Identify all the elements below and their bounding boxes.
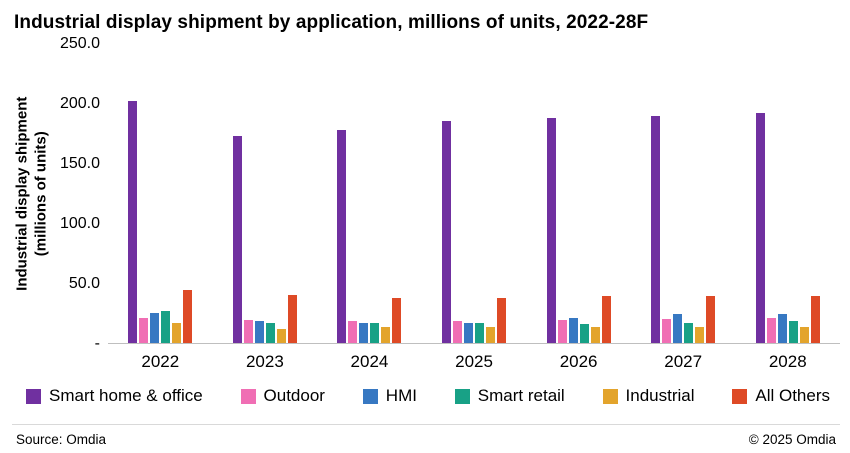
bar [579,323,589,343]
legend-swatch [732,388,748,404]
x-axis-label: 2022 [141,352,180,371]
legend-label: All Others [755,386,830,405]
bar [810,296,820,343]
bar [755,113,765,343]
legend-item: All Others [732,386,830,406]
legend-item: Outdoor [240,386,325,406]
bar [139,317,149,343]
bar-group [631,44,736,343]
bar [254,321,264,343]
plot-area [108,44,840,344]
bar [486,327,496,343]
bar [287,295,297,343]
bar [497,297,507,343]
bar [243,320,253,343]
bar [392,297,402,343]
bar [777,314,787,343]
legend-label: HMI [385,386,417,405]
bar [673,314,683,343]
bar-group [108,44,213,343]
bar [766,317,776,343]
bar [381,327,391,343]
legend-label: Outdoor [263,386,325,405]
bar [706,296,716,343]
legend: Smart home & office Outdoor HMI Smart retai… [12,372,840,416]
x-axis-labels: 2022 2023 2024 2025 2026 2027 2028 [108,344,840,372]
y-tick-label: 250.0 [59,35,100,52]
legend-swatch [240,388,256,404]
bar [453,321,463,343]
legend-swatch [362,388,378,404]
bar [799,327,809,343]
x-axis-label: 2028 [768,352,807,371]
legend-item: Smart home & office [26,386,203,406]
bar [464,322,474,343]
y-axis-label: Industrial display shipment (millions of… [12,44,52,344]
bar [150,313,160,343]
y-axis-label-text: Industrial display shipment (millions of… [13,97,51,291]
bar [161,310,171,343]
chart-body: Industrial display shipment (millions of… [12,35,840,352]
bar [183,290,193,343]
bar [232,136,242,343]
bar [662,319,672,343]
bar [568,317,578,343]
bar [557,320,567,343]
x-axis-label: 2023 [245,352,284,371]
x-axis-label: 2024 [350,352,389,371]
bar [684,322,694,343]
bar-group [317,44,422,343]
x-axis-label: 2025 [455,352,493,371]
copyright-note: © 2025 Omdia [748,432,836,447]
bar [788,321,798,343]
bar [695,327,705,343]
legend-label: Smart retail [477,386,565,405]
bar-group [526,44,631,343]
legend-swatch [602,388,618,404]
y-tick-label: 100.0 [59,215,100,232]
bar [276,328,286,343]
bar [337,130,347,343]
legend-item: HMI [362,386,417,406]
legend-label: Smart home & office [49,386,203,405]
footer: Source: Omdia © 2025 Omdia [12,424,840,449]
bar [172,322,182,343]
y-tick-label: 200.0 [59,95,100,112]
bar [651,115,661,343]
legend-swatch [454,388,470,404]
bar-groups [108,44,840,343]
chart-title: Industrial display shipment by applicati… [14,12,649,33]
bar-group [735,44,840,343]
bar [370,322,380,343]
bar [359,322,369,343]
bar [590,327,600,343]
y-axis-ticks: 250.0 200.0 150.0 100.0 50.0 - [52,35,108,352]
bar [601,296,611,343]
bar-group [213,44,318,343]
bar [546,118,556,343]
bar [265,322,275,343]
bar-group [422,44,527,343]
y-tick-label: - [94,335,100,352]
y-tick-label: 150.0 [59,155,100,172]
legend-item: Industrial [602,386,695,406]
y-tick-label: 50.0 [68,275,100,292]
bar [348,321,358,343]
y-axis-label-line2: (millions of units) [32,131,50,257]
x-axis-label: 2026 [559,352,598,371]
source-note: Source: Omdia [16,432,107,447]
y-axis-label-line1: Industrial display shipment [13,96,31,292]
x-axis-label: 2027 [664,352,703,371]
bar [442,120,452,343]
legend-swatch [26,388,41,404]
bar [475,322,485,343]
bar [128,101,138,343]
legend-item: Smart retail [454,386,565,406]
legend-label: Industrial [625,386,695,405]
